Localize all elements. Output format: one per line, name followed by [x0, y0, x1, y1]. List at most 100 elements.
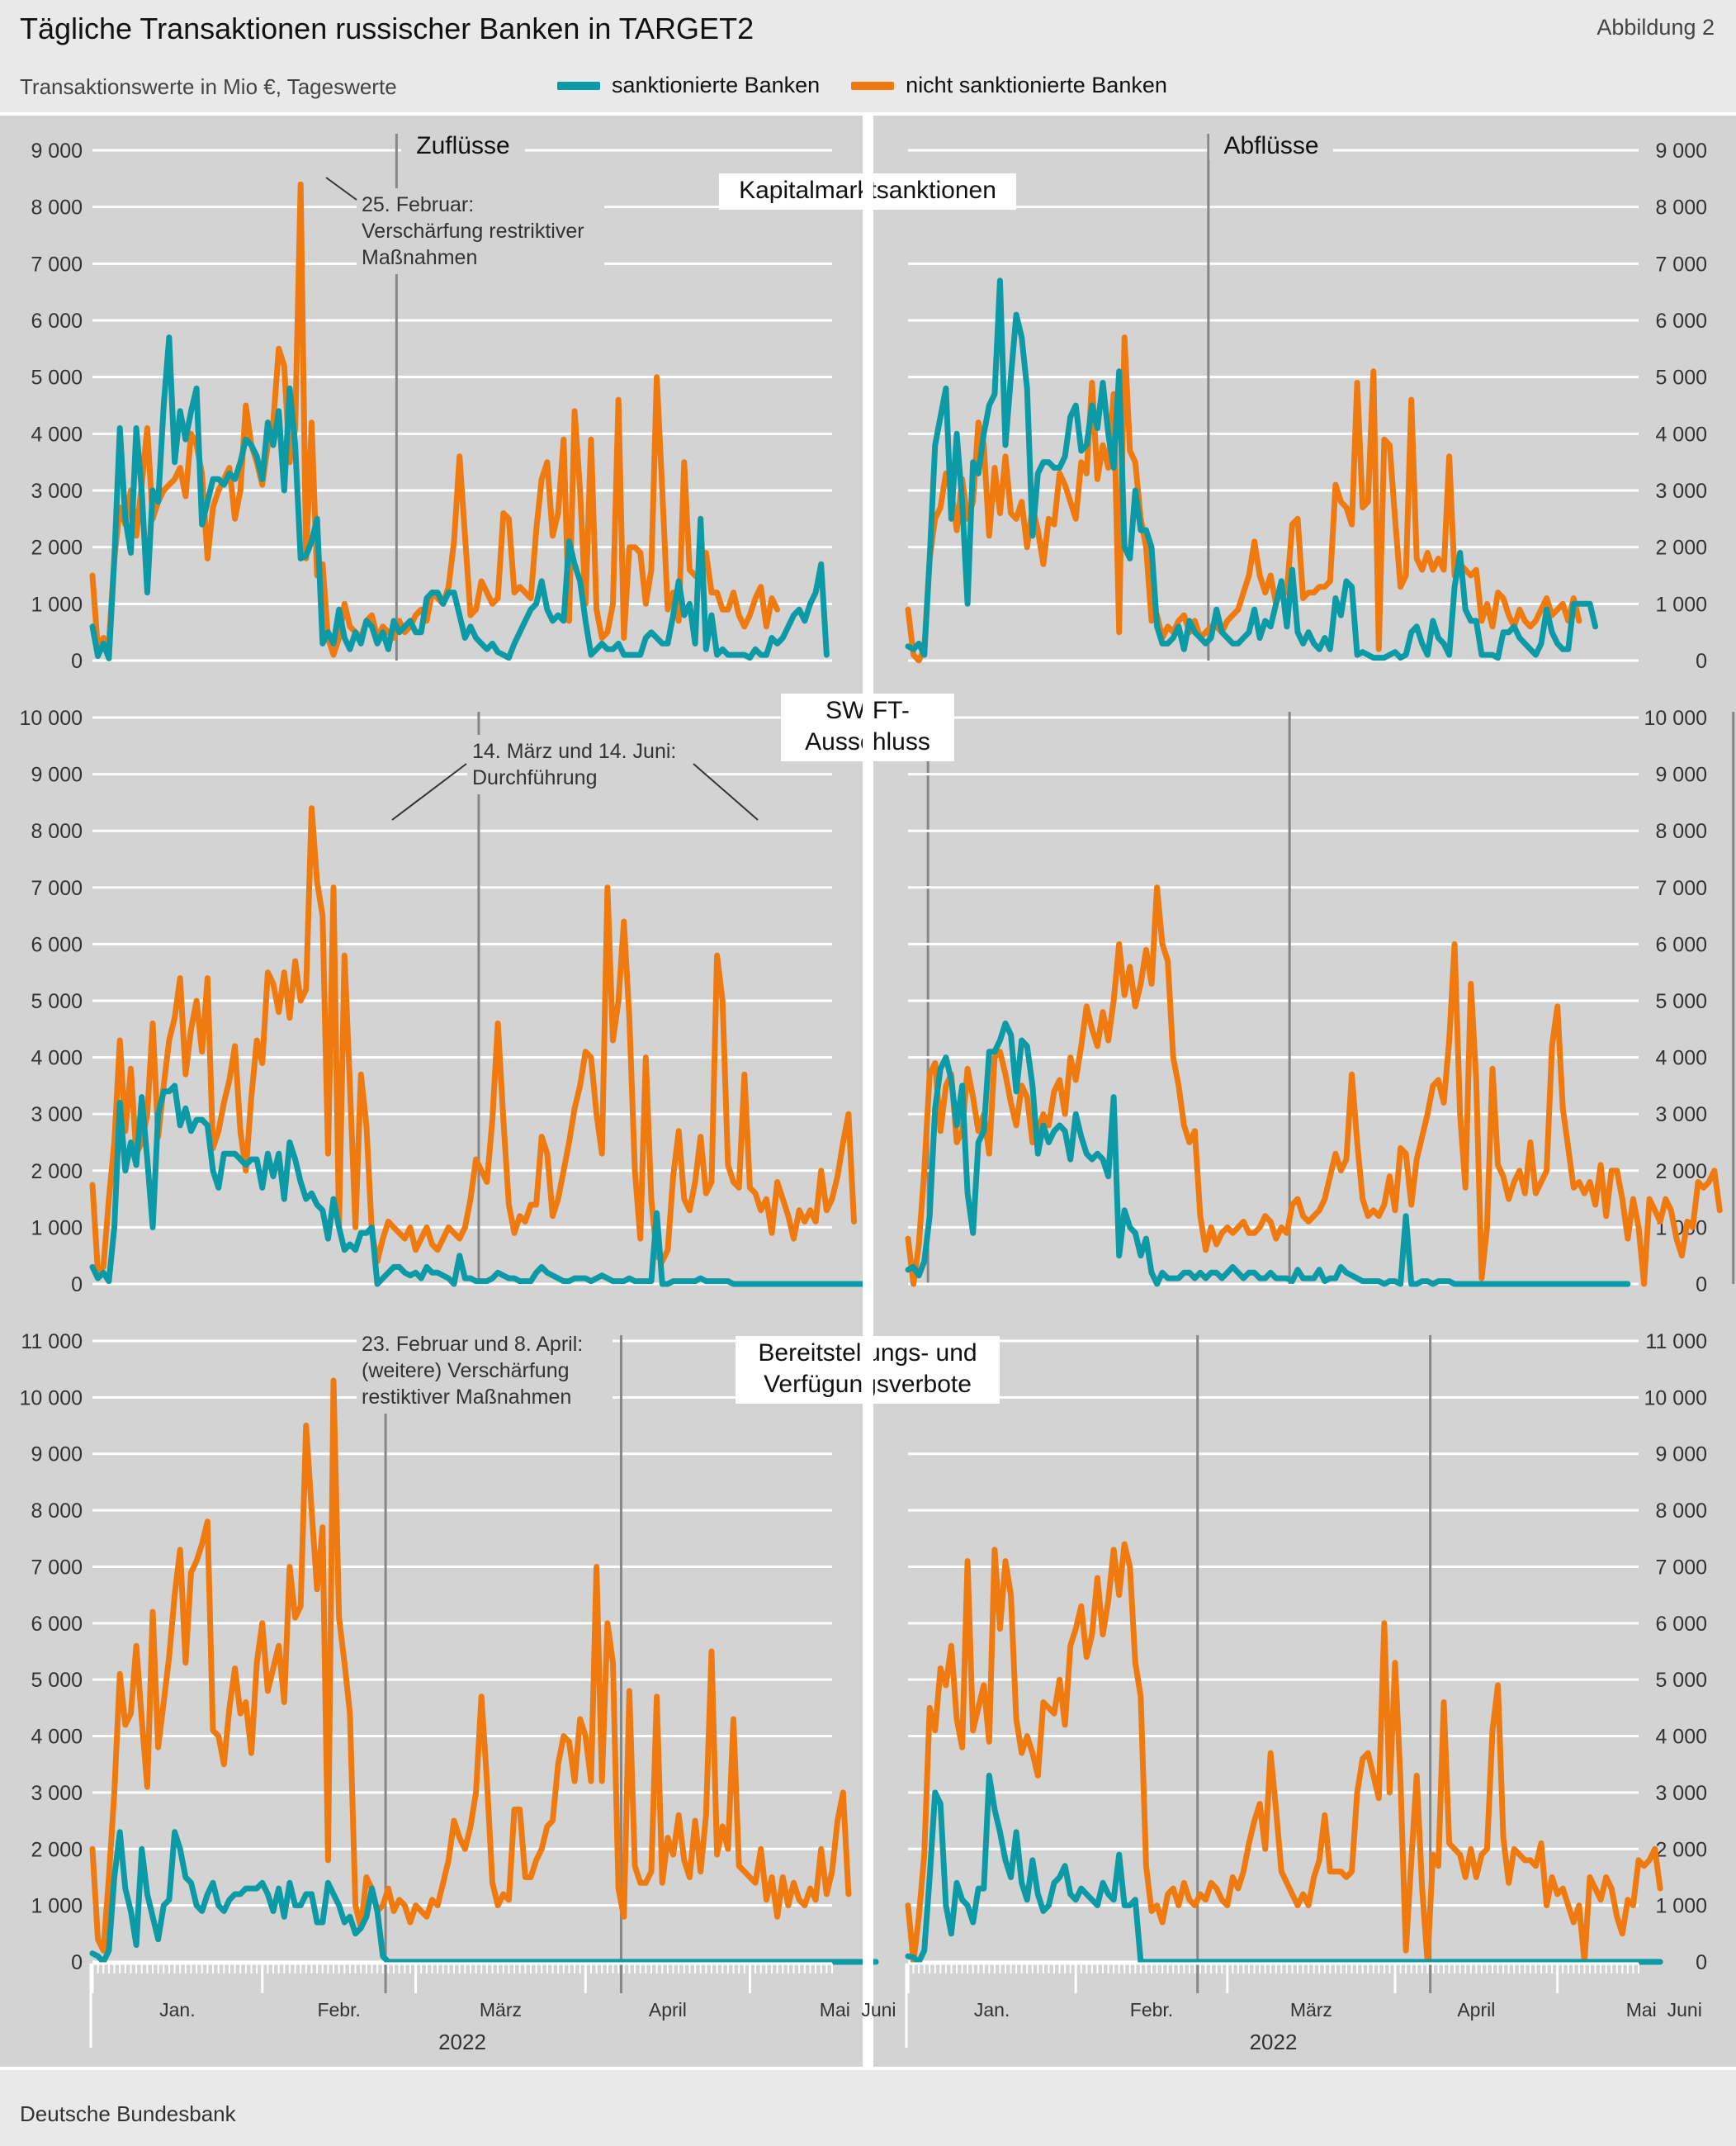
column-title: Zuflüsse	[416, 132, 509, 159]
column-divider	[863, 116, 873, 2067]
x-month-label: Jan.	[159, 1999, 195, 2020]
y-tick-label: 2 000	[1655, 1838, 1707, 1861]
y-tick-label: 7 000	[31, 1556, 83, 1579]
series-line-not-sanctioned	[905, 334, 1582, 664]
y-tick-label: 0	[1696, 650, 1707, 673]
x-month-label: Juni	[861, 1999, 896, 2020]
y-tick-label: 0	[71, 1951, 83, 1974]
x-month-label: März	[1290, 1999, 1332, 2020]
y-tick-label: 1 000	[1655, 593, 1707, 616]
y-tick-label: 0	[1696, 1951, 1707, 1974]
y-tick-label: 4 000	[31, 423, 83, 446]
y-tick-label: 4 000	[31, 1047, 83, 1070]
y-tick-label: 3 000	[31, 480, 83, 503]
column-title: Abflüsse	[1223, 132, 1318, 159]
series-line-sanctioned	[905, 277, 1599, 661]
annotation-background	[467, 735, 707, 794]
y-tick-label: 2 000	[31, 537, 83, 560]
series-line-not-sanctioned	[905, 884, 1723, 1287]
series-line-sanctioned	[89, 1082, 873, 1287]
y-tick-label: 7 000	[31, 877, 83, 900]
y-tick-label: 0	[1696, 1273, 1707, 1296]
x-year-label: 2022	[438, 2030, 486, 2054]
y-tick-label: 11 000	[21, 1330, 83, 1353]
x-month-label: Mai	[820, 1999, 850, 2020]
x-axis-left: Jan. Febr. März April Mai Juni 2022	[89, 1962, 896, 2054]
series-line-sanctioned	[89, 1829, 879, 1965]
y-tick-label: 0	[71, 1273, 83, 1296]
y-tick-label: 8 000	[1655, 197, 1707, 220]
y-tick-label: 4 000	[31, 1726, 83, 1749]
subplot-abfluesse-row-3: 0 1 000 2 000 3 000 4 000 5 000 6 000 7 000 8 00…	[905, 1330, 1707, 1993]
y-tick-label: 8 000	[31, 820, 83, 843]
y-tick-label: 7 000	[1655, 253, 1707, 276]
y-tick-label: 8 000	[31, 1499, 83, 1523]
y-tick-label: 3 000	[1655, 1103, 1707, 1126]
y-tick-label: 1 000	[31, 1216, 83, 1239]
y-tick-label: 1 000	[31, 593, 83, 616]
column-title-background	[401, 130, 525, 160]
subplot-zufluesse-row-3: 0 1 000 2 000 3 000 4 000 5 000 6 000 7 000 8 00…	[20, 1328, 879, 1993]
annotation-leader	[693, 763, 759, 821]
y-tick-label: 7 000	[1655, 877, 1707, 900]
y-tick-label: 4 000	[1655, 1726, 1707, 1749]
y-tick-label: 5 000	[1655, 367, 1707, 390]
x-month-label: Jan.	[974, 1999, 1010, 2020]
y-tick-label: 6 000	[31, 1613, 83, 1636]
y-tick-label: 1 000	[1655, 1216, 1707, 1239]
y-tick-label: 7 000	[31, 253, 83, 276]
subplot-zufluesse-row-1: 0 1 000 2 000 3 000 4 000 5 000 6 000 7 000 8 00…	[31, 130, 832, 673]
annotation-text: 25. Februar:	[362, 193, 474, 216]
y-tick-label: 1 000	[31, 1895, 83, 1918]
x-month-label: Febr.	[1130, 1999, 1173, 2020]
y-tick-label: 10 000	[20, 707, 83, 730]
annotation-background	[357, 188, 604, 274]
x-axis-right: Jan. Febr. März April Mai Juni 2022	[905, 1962, 1702, 2054]
y-tick-label: 3 000	[31, 1782, 83, 1805]
series-line-sanctioned	[905, 1020, 1631, 1287]
series-line-not-sanctioned	[89, 805, 857, 1276]
y-tick-label: 4 000	[1655, 423, 1707, 446]
y-tick-label: 11 000	[1645, 1330, 1707, 1353]
x-month-label: März	[480, 1999, 522, 2020]
annotation-text: (weitere) Verschärfung	[362, 1359, 570, 1382]
annotation-leader	[391, 763, 467, 821]
chart-title: Tägliche Transaktionen russischer Banken…	[20, 12, 754, 45]
x-month-label: Febr.	[317, 1999, 360, 2020]
annotation-text: 23. Februar und 8. April:	[362, 1333, 583, 1356]
y-tick-label: 5 000	[31, 990, 83, 1013]
figure-label: Abbildung 2	[1596, 15, 1715, 40]
y-tick-label: 2 000	[31, 1160, 83, 1183]
column-title-background	[1209, 130, 1333, 160]
y-tick-label: 3 000	[1655, 1782, 1707, 1805]
y-tick-label: 4 000	[1655, 1047, 1707, 1070]
annotation-text: Durchführung	[472, 766, 597, 789]
y-tick-label: 10 000	[1644, 707, 1707, 730]
x-month-label: Juni	[1667, 1999, 1702, 2020]
y-tick-label: 10 000	[1644, 1386, 1707, 1409]
y-tick-label: 3 000	[1655, 480, 1707, 503]
y-tick-label: 6 000	[1655, 1613, 1707, 1636]
series-line-not-sanctioned	[89, 1377, 852, 1954]
source-note: Deutsche Bundesbank	[20, 2101, 236, 2126]
y-tick-label: 5 000	[1655, 1669, 1707, 1692]
legend-swatch-not-sanctioned	[851, 81, 895, 90]
y-tick-label: 10 000	[20, 1386, 83, 1409]
annotation-text: 14. März und 14. Juni:	[472, 740, 676, 763]
y-tick-label: 6 000	[1655, 310, 1707, 333]
legend-label-not-sanctioned: nicht sanktionierte Banken	[906, 73, 1167, 97]
y-tick-label: 9 000	[31, 1443, 83, 1466]
x-month-label: April	[649, 1999, 687, 2020]
y-tick-label: 6 000	[1655, 933, 1707, 956]
y-tick-label: 5 000	[31, 367, 83, 390]
y-tick-label: 2 000	[31, 1838, 83, 1861]
x-month-label: Mai	[1626, 1999, 1657, 2020]
y-tick-label: 3 000	[31, 1103, 83, 1126]
legend: sanktionierte Banken nicht sanktionierte…	[557, 73, 1199, 98]
y-tick-label: 9 000	[1655, 764, 1707, 787]
y-tick-label: 8 000	[1655, 820, 1707, 843]
subplot-abfluesse-row-1: 0 1 000 2 000 3 000 4 000 5 000 6 000 7 000 8 00…	[905, 130, 1707, 673]
